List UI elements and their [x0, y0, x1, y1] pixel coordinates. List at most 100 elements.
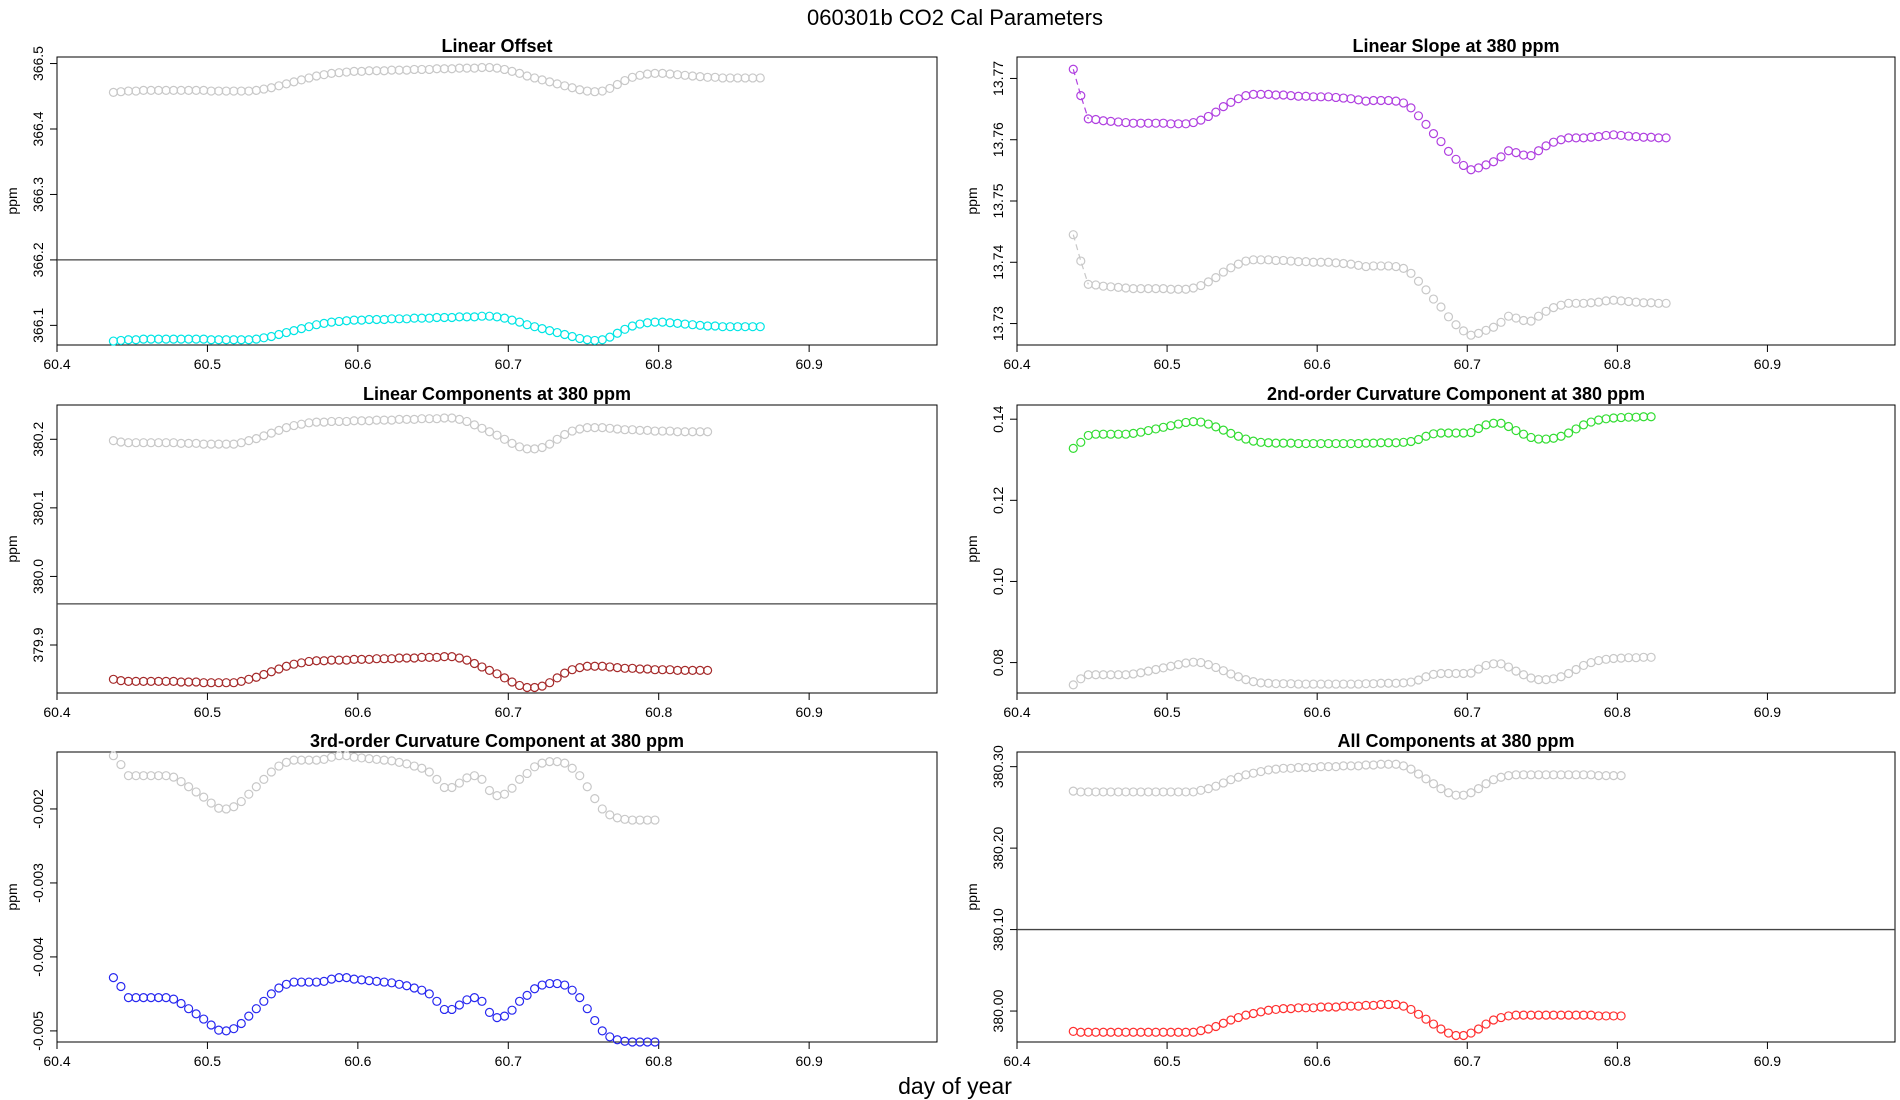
data-point: [1518, 150, 1529, 160]
data-point: [281, 423, 291, 433]
data-point: [1593, 771, 1604, 781]
data-point: [289, 420, 299, 431]
data-point: [1451, 790, 1461, 800]
data-point: [123, 771, 134, 781]
data-point: [1541, 675, 1551, 685]
series-gray: [108, 62, 765, 97]
data-point: [326, 974, 337, 984]
data-point: [1301, 257, 1311, 267]
data-point: [326, 68, 337, 78]
data-point: [1263, 89, 1273, 99]
data-point: [1338, 1001, 1349, 1011]
data-point: [1436, 136, 1446, 147]
data-point: [702, 72, 713, 82]
panel-6: All Components at 380 ppm ppm 60.4 60.5 60.6…: [964, 731, 1896, 1069]
data-point: [642, 318, 653, 328]
data-point: [1166, 787, 1176, 797]
data-point: [221, 439, 231, 449]
data-point: [1361, 1000, 1371, 1010]
data-point: [146, 438, 156, 448]
data-point: [1639, 652, 1649, 662]
data-point: [1586, 657, 1596, 668]
data-point: [1196, 785, 1206, 795]
data-point: [469, 420, 480, 430]
data-point: [1571, 1010, 1581, 1020]
data-point: [236, 438, 246, 448]
data-point: [1143, 666, 1153, 676]
data-point: [138, 676, 149, 686]
data-point: [1608, 130, 1619, 140]
data-point: [1473, 423, 1484, 434]
data-point: [1346, 1001, 1356, 1011]
data-point: [1406, 677, 1416, 687]
data-point: [1226, 775, 1236, 785]
data-point: [1661, 133, 1671, 143]
data-point: [612, 424, 622, 434]
x-tick-label: 60.8: [1604, 704, 1631, 720]
data-point: [1143, 787, 1153, 797]
data-point: [1308, 257, 1319, 267]
data-point: [1496, 317, 1506, 327]
data-point: [635, 70, 645, 80]
data-point: [1136, 427, 1146, 437]
data-point: [402, 653, 412, 663]
x-tick-label: 60.6: [1304, 704, 1331, 720]
data-point: [1391, 759, 1401, 769]
data-point: [1203, 419, 1213, 429]
data-point: [1256, 437, 1266, 447]
data-point: [1338, 679, 1349, 689]
data-point: [484, 785, 495, 796]
data-point: [612, 328, 622, 338]
data-point: [1548, 303, 1559, 313]
data-point: [1248, 255, 1258, 265]
data-point: [304, 322, 314, 332]
data-point: [507, 315, 517, 325]
y-tick-label: 366.3: [30, 177, 46, 212]
y-tick-label: 13.77: [990, 61, 1006, 96]
data-point: [1421, 119, 1431, 130]
data-point: [1323, 762, 1334, 772]
data-point: [1151, 284, 1161, 294]
data-point: [575, 85, 585, 95]
data-point: [1458, 160, 1469, 171]
data-point: [1181, 119, 1191, 129]
data-point: [1338, 258, 1349, 269]
data-point: [1413, 111, 1424, 121]
data-point: [1113, 117, 1123, 127]
data-point: [289, 659, 299, 669]
data-point: [462, 655, 472, 665]
data-point: [372, 754, 382, 765]
data-point: [605, 332, 615, 342]
series-gray: [1068, 230, 1671, 340]
data-point: [1436, 302, 1446, 312]
data-point: [379, 314, 389, 325]
data-point: [1316, 438, 1326, 449]
data-point: [1548, 433, 1559, 443]
data-point: [1563, 133, 1574, 143]
data-point: [1353, 95, 1364, 105]
data-point: [138, 993, 149, 1003]
data-point: [620, 425, 630, 435]
data-point: [281, 757, 291, 767]
data-point: [545, 439, 555, 449]
data-point: [417, 64, 427, 75]
data-point: [1436, 428, 1446, 438]
data-point: [1368, 760, 1379, 770]
x-tick-label: 60.9: [796, 356, 823, 372]
data-point: [1496, 152, 1506, 162]
data-point: [1143, 425, 1153, 436]
data-point: [259, 431, 269, 441]
data-point: [1578, 1010, 1589, 1020]
data-point: [1248, 1008, 1258, 1019]
data-point: [1196, 657, 1206, 668]
y-tick-label: 366.2: [30, 242, 46, 277]
data-point: [657, 317, 668, 327]
data-point: [184, 334, 194, 344]
data-point: [236, 86, 246, 96]
data-point: [1368, 438, 1379, 448]
panel-title: Linear Offset: [441, 36, 552, 56]
data-point: [349, 752, 359, 762]
plot-frame: [56, 404, 938, 694]
data-point: [387, 756, 397, 766]
data-point: [131, 993, 141, 1003]
